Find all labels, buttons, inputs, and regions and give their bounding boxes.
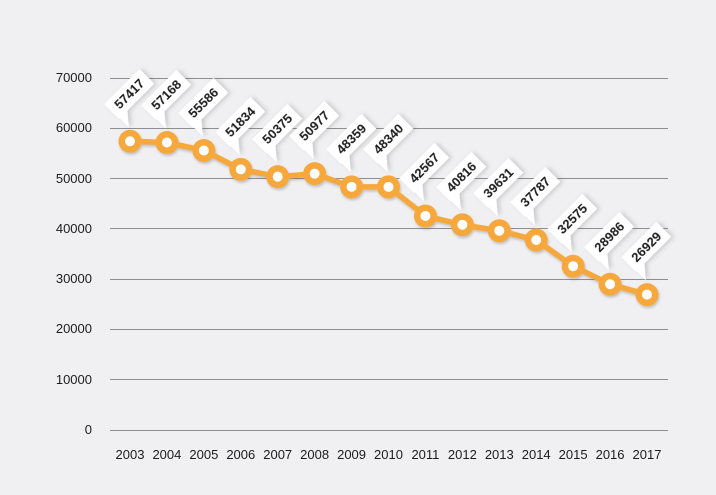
y-axis-tick-label: 0: [84, 422, 92, 437]
data-point-marker: [192, 138, 216, 162]
data-point-marker: [561, 254, 585, 278]
y-axis-tick-label: 10000: [55, 371, 92, 387]
data-point-marker-center: [125, 136, 135, 147]
data-point-marker: [266, 165, 290, 189]
data-point-marker-center: [383, 181, 394, 192]
gridline: [110, 328, 668, 330]
data-point-marker: [155, 131, 179, 155]
data-point-marker-center: [346, 181, 357, 192]
gridline: [110, 77, 668, 79]
data-point-marker: [524, 228, 548, 252]
y-axis-tick-label: 20000: [55, 321, 92, 337]
gridline: [110, 379, 668, 381]
x-axis-tick-label: 2011: [411, 447, 440, 462]
data-point-marker-center: [161, 137, 172, 148]
x-axis-tick-label: 2008: [300, 447, 330, 462]
data-point-marker: [303, 162, 327, 186]
y-axis-tick-label: 50000: [55, 170, 92, 186]
x-axis-tick-label: 2016: [595, 447, 625, 462]
x-axis-tick-label: 2003: [115, 447, 145, 462]
data-point-marker: [635, 283, 659, 307]
data-point-marker-center: [568, 261, 579, 272]
x-axis-tick-label: 2013: [484, 447, 514, 462]
x-axis-tick-label: 2012: [447, 447, 477, 462]
x-axis-tick-label: 2005: [189, 447, 219, 462]
data-point-marker-center: [531, 234, 542, 245]
data-point-marker: [450, 213, 474, 237]
gridline: [110, 228, 668, 230]
gridline: [110, 278, 668, 280]
data-point-marker: [413, 204, 437, 228]
gridline: [110, 178, 668, 180]
y-axis-tick-label: 60000: [55, 120, 92, 136]
x-axis-tick-label: 2015: [558, 447, 588, 462]
data-point-marker-center: [494, 225, 505, 236]
x-axis-tick-label: 2007: [263, 447, 293, 462]
data-point-marker-center: [642, 289, 652, 300]
data-point-marker-center: [605, 279, 616, 290]
data-point-marker-center: [198, 145, 209, 156]
x-axis-tick-label: 2014: [521, 447, 551, 462]
y-axis-tick-label: 30000: [55, 271, 92, 287]
x-axis-tick-label: 2004: [152, 447, 182, 462]
x-axis-tick-label: 2009: [337, 447, 367, 462]
data-point-marker: [118, 129, 142, 153]
data-point-marker: [598, 272, 622, 296]
gridline: [110, 429, 668, 431]
data-point-value-callout: 32575: [547, 193, 598, 244]
y-axis-tick-label: 40000: [55, 220, 92, 236]
data-point-marker: [487, 219, 511, 243]
data-point-marker-center: [272, 171, 283, 182]
data-point-marker-center: [235, 164, 246, 175]
data-point-marker-center: [420, 210, 431, 221]
x-axis-tick-label: 2017: [632, 447, 662, 462]
y-axis-tick-label: 70000: [55, 70, 92, 85]
x-axis-tick-label: 2006: [226, 447, 256, 462]
x-axis-tick-label: 2010: [374, 447, 403, 462]
